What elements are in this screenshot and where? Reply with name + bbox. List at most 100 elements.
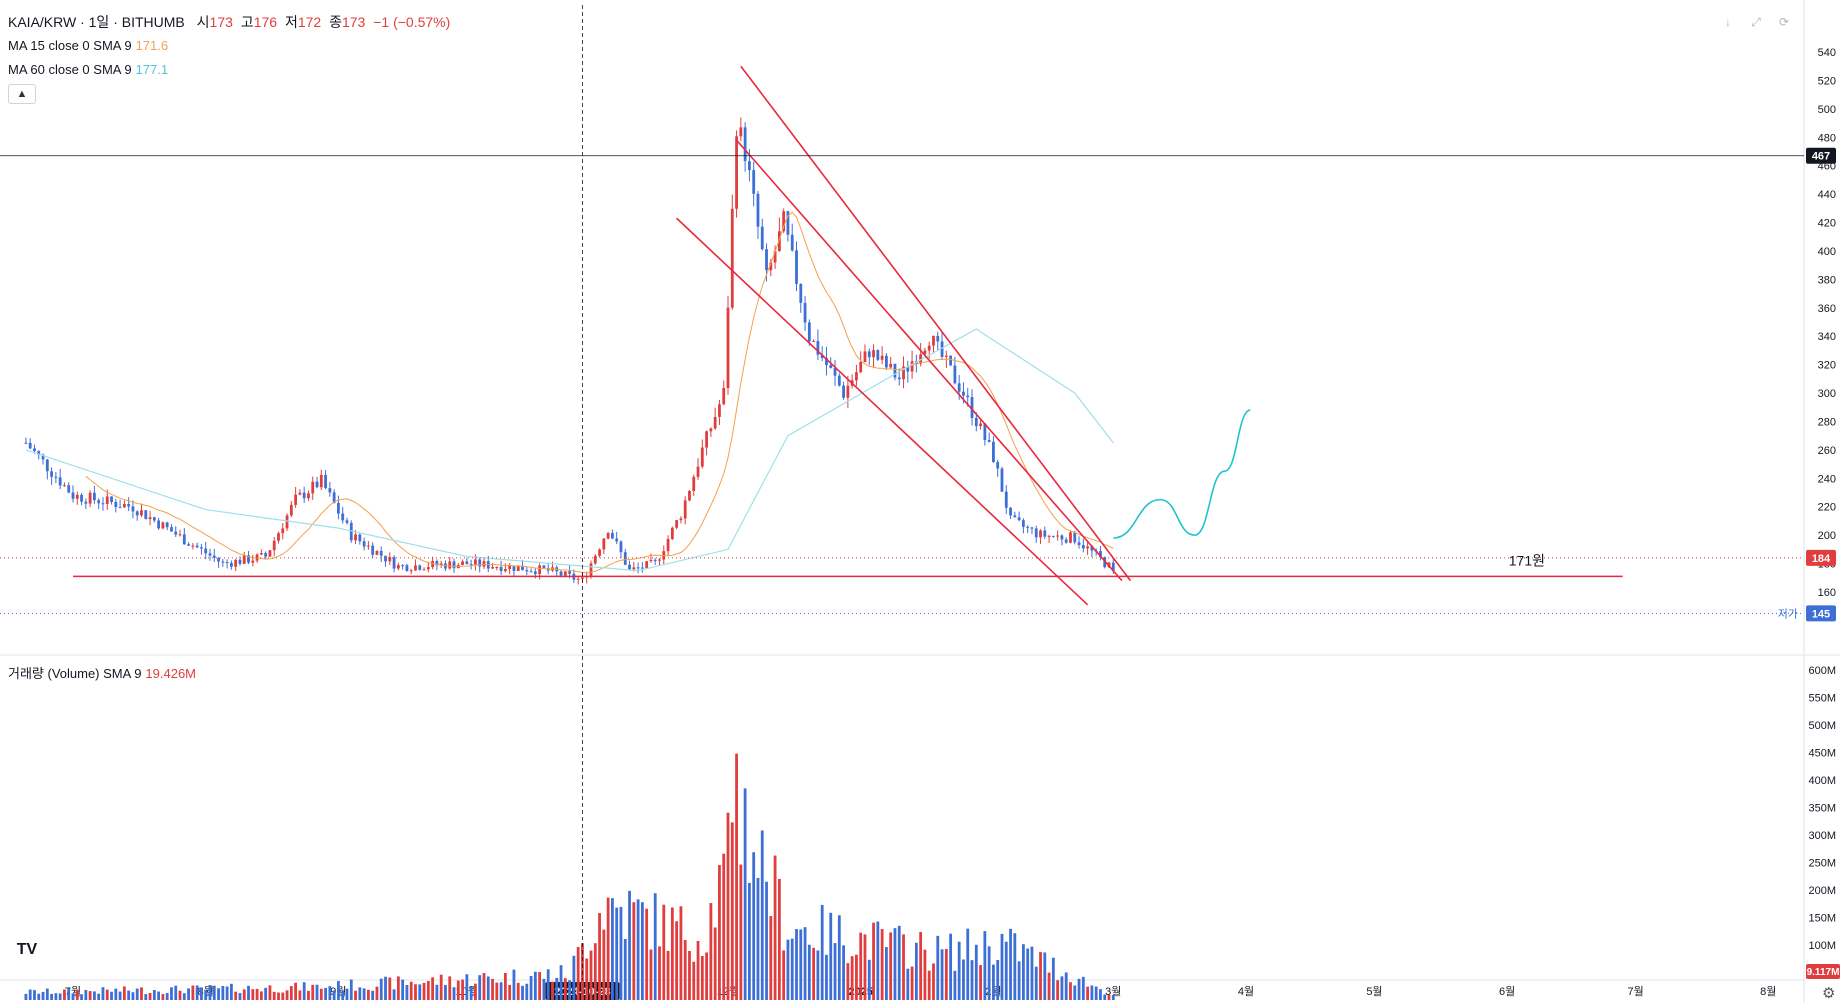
candle-body [949, 355, 953, 366]
volume-bar [1077, 978, 1081, 1000]
volume-bar [1107, 994, 1111, 1000]
volume-bar [401, 979, 405, 1000]
candle-body [80, 494, 83, 502]
volume-bar [816, 950, 820, 1000]
volume-bar [675, 921, 679, 1000]
candle-body [979, 423, 982, 427]
candle-body [606, 533, 610, 539]
candle-body [118, 507, 122, 509]
volume-bar [122, 986, 126, 1000]
candle-body [876, 350, 880, 360]
volume-bar [140, 987, 143, 1000]
volume-bar [692, 961, 696, 1000]
candle-body [1064, 539, 1068, 543]
volume-bar [242, 989, 246, 1000]
volume-bar [1047, 972, 1051, 1000]
refresh-icon[interactable]: ⟳ [1778, 15, 1790, 29]
volume-bar [863, 934, 867, 1000]
candle-body [636, 567, 640, 569]
current-volume-label: 9.117M [1807, 967, 1840, 978]
volume-bar [880, 929, 884, 1000]
candle-body [893, 363, 897, 378]
volume-bar [812, 947, 816, 1000]
volume-bar [628, 890, 631, 1000]
candle-body [41, 454, 45, 460]
candle-body [906, 366, 910, 372]
ma15-label: MA 15 close 0 SMA 9 [8, 38, 132, 53]
candle-body [512, 565, 516, 571]
volume-bar [563, 978, 567, 1000]
candle-body [58, 477, 62, 486]
volume-bar [756, 877, 760, 1000]
candle-body [752, 170, 756, 194]
volume-bar [439, 974, 443, 1000]
tradingview-logo-icon[interactable]: TV [12, 937, 42, 963]
volume-bar [1043, 952, 1047, 1000]
candle-body [1086, 546, 1090, 549]
price-tick-label: 420 [1818, 218, 1836, 230]
volume-bar [859, 932, 863, 1000]
candle-body [259, 553, 263, 555]
candle-body [469, 564, 473, 566]
volume-bar [837, 915, 841, 1000]
candle-body [422, 569, 426, 571]
volume-bar [722, 853, 726, 1000]
open-label: 시 [196, 14, 210, 30]
price-tick-label: 480 [1818, 132, 1836, 144]
volume-legend[interactable]: 거래량 (Volume) SMA 9 19.426M [8, 663, 196, 682]
candle-body [191, 545, 195, 547]
candle-body [842, 385, 845, 398]
candle-body [683, 500, 687, 519]
candle-body [315, 481, 319, 488]
volume-bar [636, 899, 640, 1000]
candle-body [122, 504, 126, 508]
volume-bar [983, 931, 987, 1000]
candle-body [28, 442, 32, 449]
candle-body [1111, 562, 1115, 571]
candle-body [251, 560, 255, 563]
candle-body [1034, 528, 1038, 538]
volume-bar [1060, 976, 1064, 1000]
candle-body [88, 492, 92, 504]
candle-body [499, 567, 503, 572]
collapse-legend-button[interactable]: ▲ [8, 84, 36, 104]
candle-body [311, 481, 315, 494]
volume-bar [259, 991, 263, 1000]
ma15-line [85, 211, 1114, 574]
candle-body [521, 566, 524, 571]
candle-body [319, 474, 323, 488]
volume-bar [371, 990, 375, 1000]
volume-bar [444, 984, 447, 1000]
candle-body [533, 571, 537, 575]
candle-body [1009, 507, 1012, 516]
volume-bar [1111, 995, 1115, 1000]
candle-body [829, 365, 833, 368]
candle-body [713, 416, 717, 429]
volume-bar [602, 929, 606, 1000]
candle-body [897, 377, 901, 380]
volume-bar [272, 991, 276, 1000]
volume-bar [294, 982, 298, 1000]
candle-body [593, 555, 597, 564]
ma60-legend[interactable]: MA 60 close 0 SMA 9 177.1 [8, 62, 168, 77]
volume-bar [63, 989, 66, 1000]
high-label: 고 [240, 14, 254, 30]
candle-body [576, 578, 580, 580]
volume-bar [165, 993, 169, 1000]
arrow-down-icon[interactable]: ↓ [1725, 15, 1731, 29]
candle-body [1013, 515, 1017, 518]
volume-bar [1086, 986, 1090, 1000]
candle-body [628, 564, 631, 570]
candle-body [341, 513, 345, 521]
gear-icon[interactable]: ⚙ [1822, 985, 1836, 1002]
volume-bar [212, 985, 216, 1000]
ma15-legend[interactable]: MA 15 close 0 SMA 9 171.6 [8, 38, 168, 53]
volume-bar [234, 991, 238, 1000]
volume-bar [448, 976, 452, 1000]
volume-bar [114, 988, 118, 1000]
volume-bar [225, 986, 229, 1000]
expand-icon[interactable]: ⤢ [1751, 15, 1761, 29]
candle-body [255, 554, 259, 561]
volume-bar [786, 939, 790, 1000]
